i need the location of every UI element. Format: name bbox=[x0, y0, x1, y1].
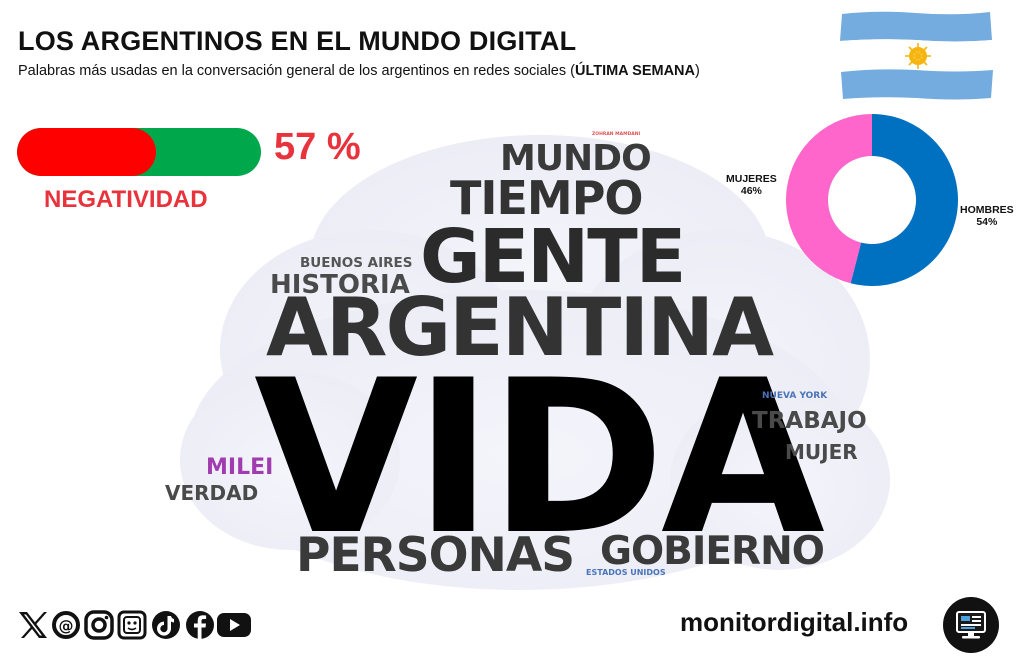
svg-text:@: @ bbox=[59, 617, 74, 635]
site-url[interactable]: monitordigital.info bbox=[680, 607, 909, 637]
negativity-percent: 57 % bbox=[274, 126, 361, 168]
x-icon[interactable] bbox=[19, 612, 47, 638]
word-argentina: ARGENTINA bbox=[266, 281, 774, 374]
cloud-shape bbox=[180, 135, 890, 590]
tiktok-icon[interactable] bbox=[152, 611, 180, 639]
youtube-icon[interactable] bbox=[217, 613, 251, 637]
word-historia: HISTORIA bbox=[270, 270, 410, 300]
word-mundo: MUNDO bbox=[500, 138, 652, 179]
word-nueva-york: NUEVA YORK bbox=[762, 391, 828, 401]
word-milei: MILEI bbox=[206, 455, 274, 480]
word-gobierno: GOBIERNO bbox=[600, 529, 825, 574]
grok-icon[interactable] bbox=[117, 610, 147, 640]
argentina-flag-icon bbox=[840, 11, 993, 100]
word-verdad: VERDAD bbox=[165, 481, 259, 505]
threads-icon[interactable]: @ bbox=[52, 611, 80, 639]
word-tiempo: TIEMPO bbox=[450, 171, 644, 225]
word-buenos-aires: BUENOS AIRES bbox=[300, 255, 413, 271]
subtitle-suffix: ) bbox=[694, 63, 700, 79]
negativity-bar-fill bbox=[17, 128, 157, 176]
donut-segment-women bbox=[786, 114, 872, 284]
men-percent: 54% bbox=[976, 216, 998, 228]
men-label: HOMBRES bbox=[960, 204, 1014, 216]
women-label: MUJERES bbox=[726, 173, 777, 185]
word-gente: GENTE bbox=[420, 214, 686, 300]
donut-segment-men bbox=[850, 114, 958, 286]
social-icons-row: @ bbox=[19, 610, 251, 640]
negativity-bar bbox=[17, 128, 261, 176]
women-label-group: MUJERES 46% bbox=[726, 173, 777, 197]
women-percent: 46% bbox=[740, 185, 762, 197]
men-label-group: HOMBRES 54% bbox=[960, 204, 1014, 228]
page-title: LOS ARGENTINOS EN EL MUNDO DIGITAL bbox=[18, 26, 577, 56]
word-vida: VIDA bbox=[254, 334, 825, 581]
word-trabajo: TRABAJO bbox=[752, 408, 867, 434]
subtitle-prefix: Palabras más usadas en la conversación g… bbox=[18, 63, 575, 79]
facebook-icon[interactable] bbox=[186, 611, 214, 639]
page-subtitle: Palabras más usadas en la conversación g… bbox=[18, 63, 700, 79]
word-personas: PERSONAS bbox=[296, 528, 575, 583]
word-zohran-mamdani: ZOHRAN MAMDANI bbox=[592, 132, 641, 137]
negativity-label: NEGATIVIDAD bbox=[44, 186, 208, 213]
word-estados-unidos: ESTADOS UNIDOS bbox=[586, 568, 666, 577]
gender-donut-chart bbox=[786, 114, 958, 286]
monitor-logo-icon bbox=[943, 597, 999, 653]
subtitle-bold: ÚLTIMA SEMANA bbox=[574, 63, 695, 79]
word-mujer: MUJER bbox=[785, 440, 858, 464]
instagram-icon[interactable] bbox=[84, 610, 114, 640]
